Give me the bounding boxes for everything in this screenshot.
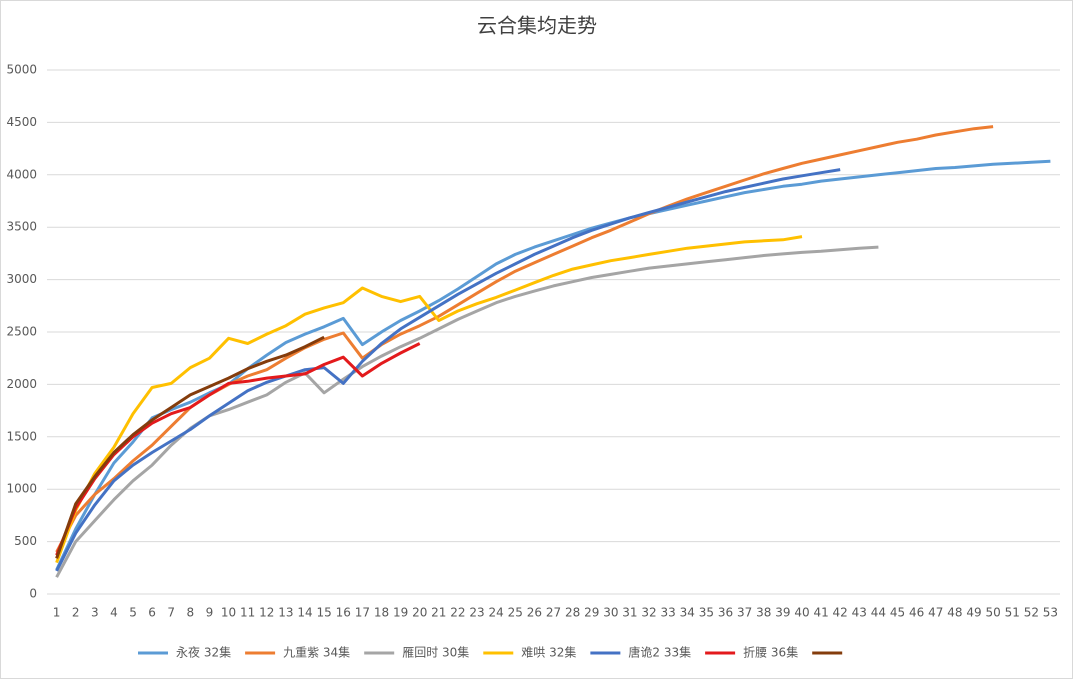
x-tick-label: 13	[278, 606, 293, 620]
x-tick-label: 44	[871, 606, 886, 620]
x-tick-label: 19	[393, 606, 408, 620]
x-tick-label: 22	[450, 606, 465, 620]
chart-title: 云合集均走势	[477, 14, 597, 38]
legend-label: 难哄 32集	[521, 645, 576, 660]
x-tick-label: 43	[852, 606, 867, 620]
x-tick-label: 16	[336, 606, 351, 620]
x-tick-label: 21	[431, 606, 446, 620]
y-tick-label: 5000	[6, 63, 37, 77]
y-tick-label: 1000	[6, 482, 37, 496]
x-tick-label: 23	[469, 606, 484, 620]
x-tick-label: 36	[718, 606, 733, 620]
y-tick-label: 1500	[6, 429, 37, 443]
y-tick-label: 3500	[6, 220, 37, 234]
x-tick-label: 26	[527, 606, 542, 620]
y-tick-label: 0	[29, 587, 37, 601]
x-tick-label: 29	[584, 606, 599, 620]
x-tick-label: 28	[565, 606, 580, 620]
x-tick-label: 49	[966, 606, 981, 620]
y-tick-label: 2000	[6, 377, 37, 391]
x-tick-label: 37	[737, 606, 752, 620]
x-tick-label: 45	[890, 606, 905, 620]
x-tick-label: 48	[947, 606, 962, 620]
series-line	[55, 335, 325, 559]
series-line	[55, 235, 803, 564]
x-tick-label: 20	[412, 606, 427, 620]
x-tick-label: 15	[317, 606, 332, 620]
x-tick-label: 50	[985, 606, 1000, 620]
x-tick-label: 11	[240, 606, 255, 620]
x-tick-label: 25	[508, 606, 523, 620]
x-tick-label: 38	[756, 606, 771, 620]
x-tick-label: 35	[699, 606, 714, 620]
x-tick-label: 24	[489, 606, 504, 620]
x-tick-label: 5	[129, 606, 137, 620]
x-tick-label: 40	[794, 606, 809, 620]
x-tick-label: 3	[91, 606, 99, 620]
x-tick-label: 31	[622, 606, 637, 620]
legend-label: 永夜 32集	[176, 645, 231, 660]
x-tick-label: 6	[148, 606, 156, 620]
y-tick-label: 4000	[6, 167, 37, 181]
y-tick-label: 2500	[6, 325, 37, 339]
x-tick-label: 10	[221, 606, 236, 620]
y-tick-label: 4500	[6, 115, 37, 129]
x-tick-label: 27	[546, 606, 561, 620]
x-tick-label: 12	[259, 606, 274, 620]
series-line	[55, 342, 421, 556]
x-tick-label: 32	[641, 606, 656, 620]
legend-label: 唐诡2 33集	[628, 645, 691, 660]
x-tick-label: 18	[374, 606, 389, 620]
x-tick-label: 1	[53, 606, 61, 620]
x-tick-label: 51	[1005, 606, 1020, 620]
x-tick-label: 8	[187, 606, 195, 620]
x-tick-label: 30	[603, 606, 618, 620]
series-line	[55, 168, 841, 572]
x-tick-label: 52	[1024, 606, 1039, 620]
x-tick-label: 9	[206, 606, 214, 620]
y-tick-label: 3000	[6, 272, 37, 286]
x-tick-label: 53	[1043, 606, 1058, 620]
x-tick-label: 34	[680, 606, 695, 620]
y-tick-label: 500	[14, 534, 37, 548]
x-tick-label: 47	[928, 606, 943, 620]
legend-label: 雁回时 30集	[402, 645, 469, 660]
x-tick-label: 46	[909, 606, 924, 620]
x-tick-label: 33	[661, 606, 676, 620]
x-tick-label: 41	[813, 606, 828, 620]
x-tick-label: 17	[355, 606, 370, 620]
legend-label: 折腰 36集	[743, 645, 798, 660]
x-tick-label: 14	[297, 606, 312, 620]
x-tick-label: 7	[167, 606, 175, 620]
x-tick-label: 4	[110, 606, 118, 620]
x-tick-label: 42	[833, 606, 848, 620]
legend-label: 九重紫 34集	[283, 645, 350, 660]
x-tick-label: 2	[72, 606, 80, 620]
x-tick-label: 39	[775, 606, 790, 620]
